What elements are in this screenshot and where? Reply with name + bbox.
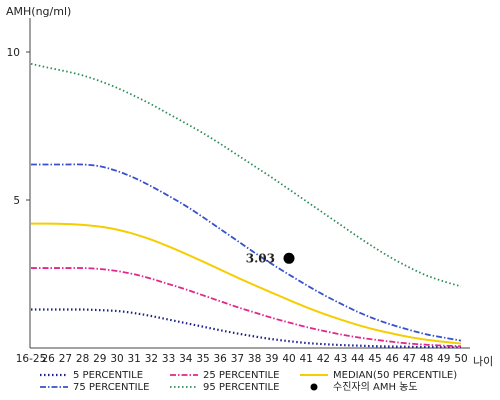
series-line-3 (30, 163, 462, 342)
legend-label-4: 95 PERCENTILE (203, 382, 279, 393)
x-axis-label: 나이 (473, 355, 493, 368)
legend-label-2: MEDIAN(50 PERCENTILE) (333, 370, 457, 381)
series-line-1 (31, 267, 462, 348)
x-tick-label: 36 (214, 353, 228, 365)
series-lines (30, 62, 462, 349)
series-line-0 (30, 308, 462, 349)
x-tick-label: 47 (403, 353, 416, 365)
legend-label-3: 75 PERCENTILE (73, 382, 149, 393)
y-tick-label: 5 (13, 195, 20, 207)
x-tick-label: 31 (128, 353, 141, 365)
patient-amh-value-label: 3.03 (246, 251, 275, 265)
x-tick-label: 33 (162, 353, 175, 365)
legend-point-marker (310, 383, 318, 391)
x-tick-label: 16-25 (16, 353, 47, 365)
x-tick-label: 30 (110, 353, 123, 365)
x-tick-label: 41 (300, 353, 313, 365)
x-tick-label: 45 (368, 353, 381, 365)
x-tick-label: 46 (386, 353, 400, 365)
legend-label-0: 5 PERCENTILE (73, 370, 143, 381)
x-tick-label: 37 (231, 353, 244, 365)
x-tick-label: 34 (179, 353, 193, 365)
x-tick-label: 49 (437, 353, 450, 365)
y-axis-label: AMH(ng/ml) (6, 5, 71, 18)
x-tick-label: 26 (42, 353, 56, 365)
x-tick-label: 50 (454, 353, 467, 365)
x-tick-label: 39 (265, 353, 278, 365)
legend-point-label: 수진자의 AMH 농도 (333, 381, 418, 393)
x-tick-label: 48 (420, 353, 433, 365)
x-tick-label: 43 (334, 353, 347, 365)
legend: 5 PERCENTILE 25 PERCENTILE MEDIAN(50 PERCE… (40, 370, 457, 393)
legend-label-1: 25 PERCENTILE (203, 370, 279, 381)
x-tick-label: 40 (282, 353, 295, 365)
x-tick-label: 35 (196, 353, 209, 365)
patient-amh-point (283, 252, 295, 264)
y-tick-label: 10 (7, 47, 20, 59)
series-line-2 (30, 222, 462, 345)
x-tick-label: 32 (145, 353, 158, 365)
x-tick-label: 28 (76, 353, 89, 365)
x-tick-label: 27 (59, 353, 72, 365)
x-tick-label: 29 (93, 353, 106, 365)
x-tick-label: 44 (351, 353, 365, 365)
y-ticks: 5 10 (7, 47, 30, 207)
x-tick-label: 38 (248, 353, 261, 365)
x-tick-label: 42 (317, 353, 330, 365)
patient-point-layer: 3.03 (246, 251, 295, 265)
series-line-4 (30, 62, 462, 288)
